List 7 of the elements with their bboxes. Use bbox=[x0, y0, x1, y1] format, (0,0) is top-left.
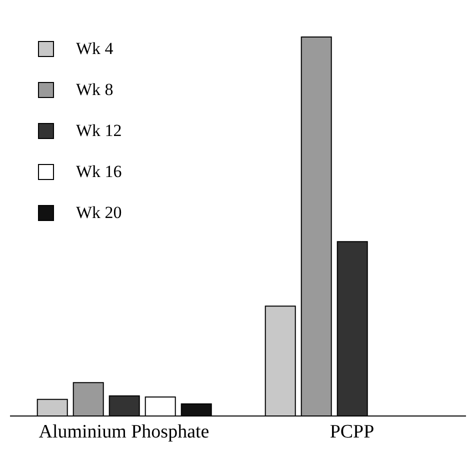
legend-label: Wk 4 bbox=[76, 38, 114, 58]
legend-label: Wk 8 bbox=[76, 80, 114, 100]
legend-label: Wk 12 bbox=[76, 120, 122, 140]
legend-label: Wk 20 bbox=[76, 202, 122, 222]
x-tick-label: Aluminium Phosphate bbox=[38, 421, 210, 442]
legend-label: Wk 16 bbox=[76, 162, 122, 182]
x-tick-label: PCPP bbox=[330, 421, 374, 442]
